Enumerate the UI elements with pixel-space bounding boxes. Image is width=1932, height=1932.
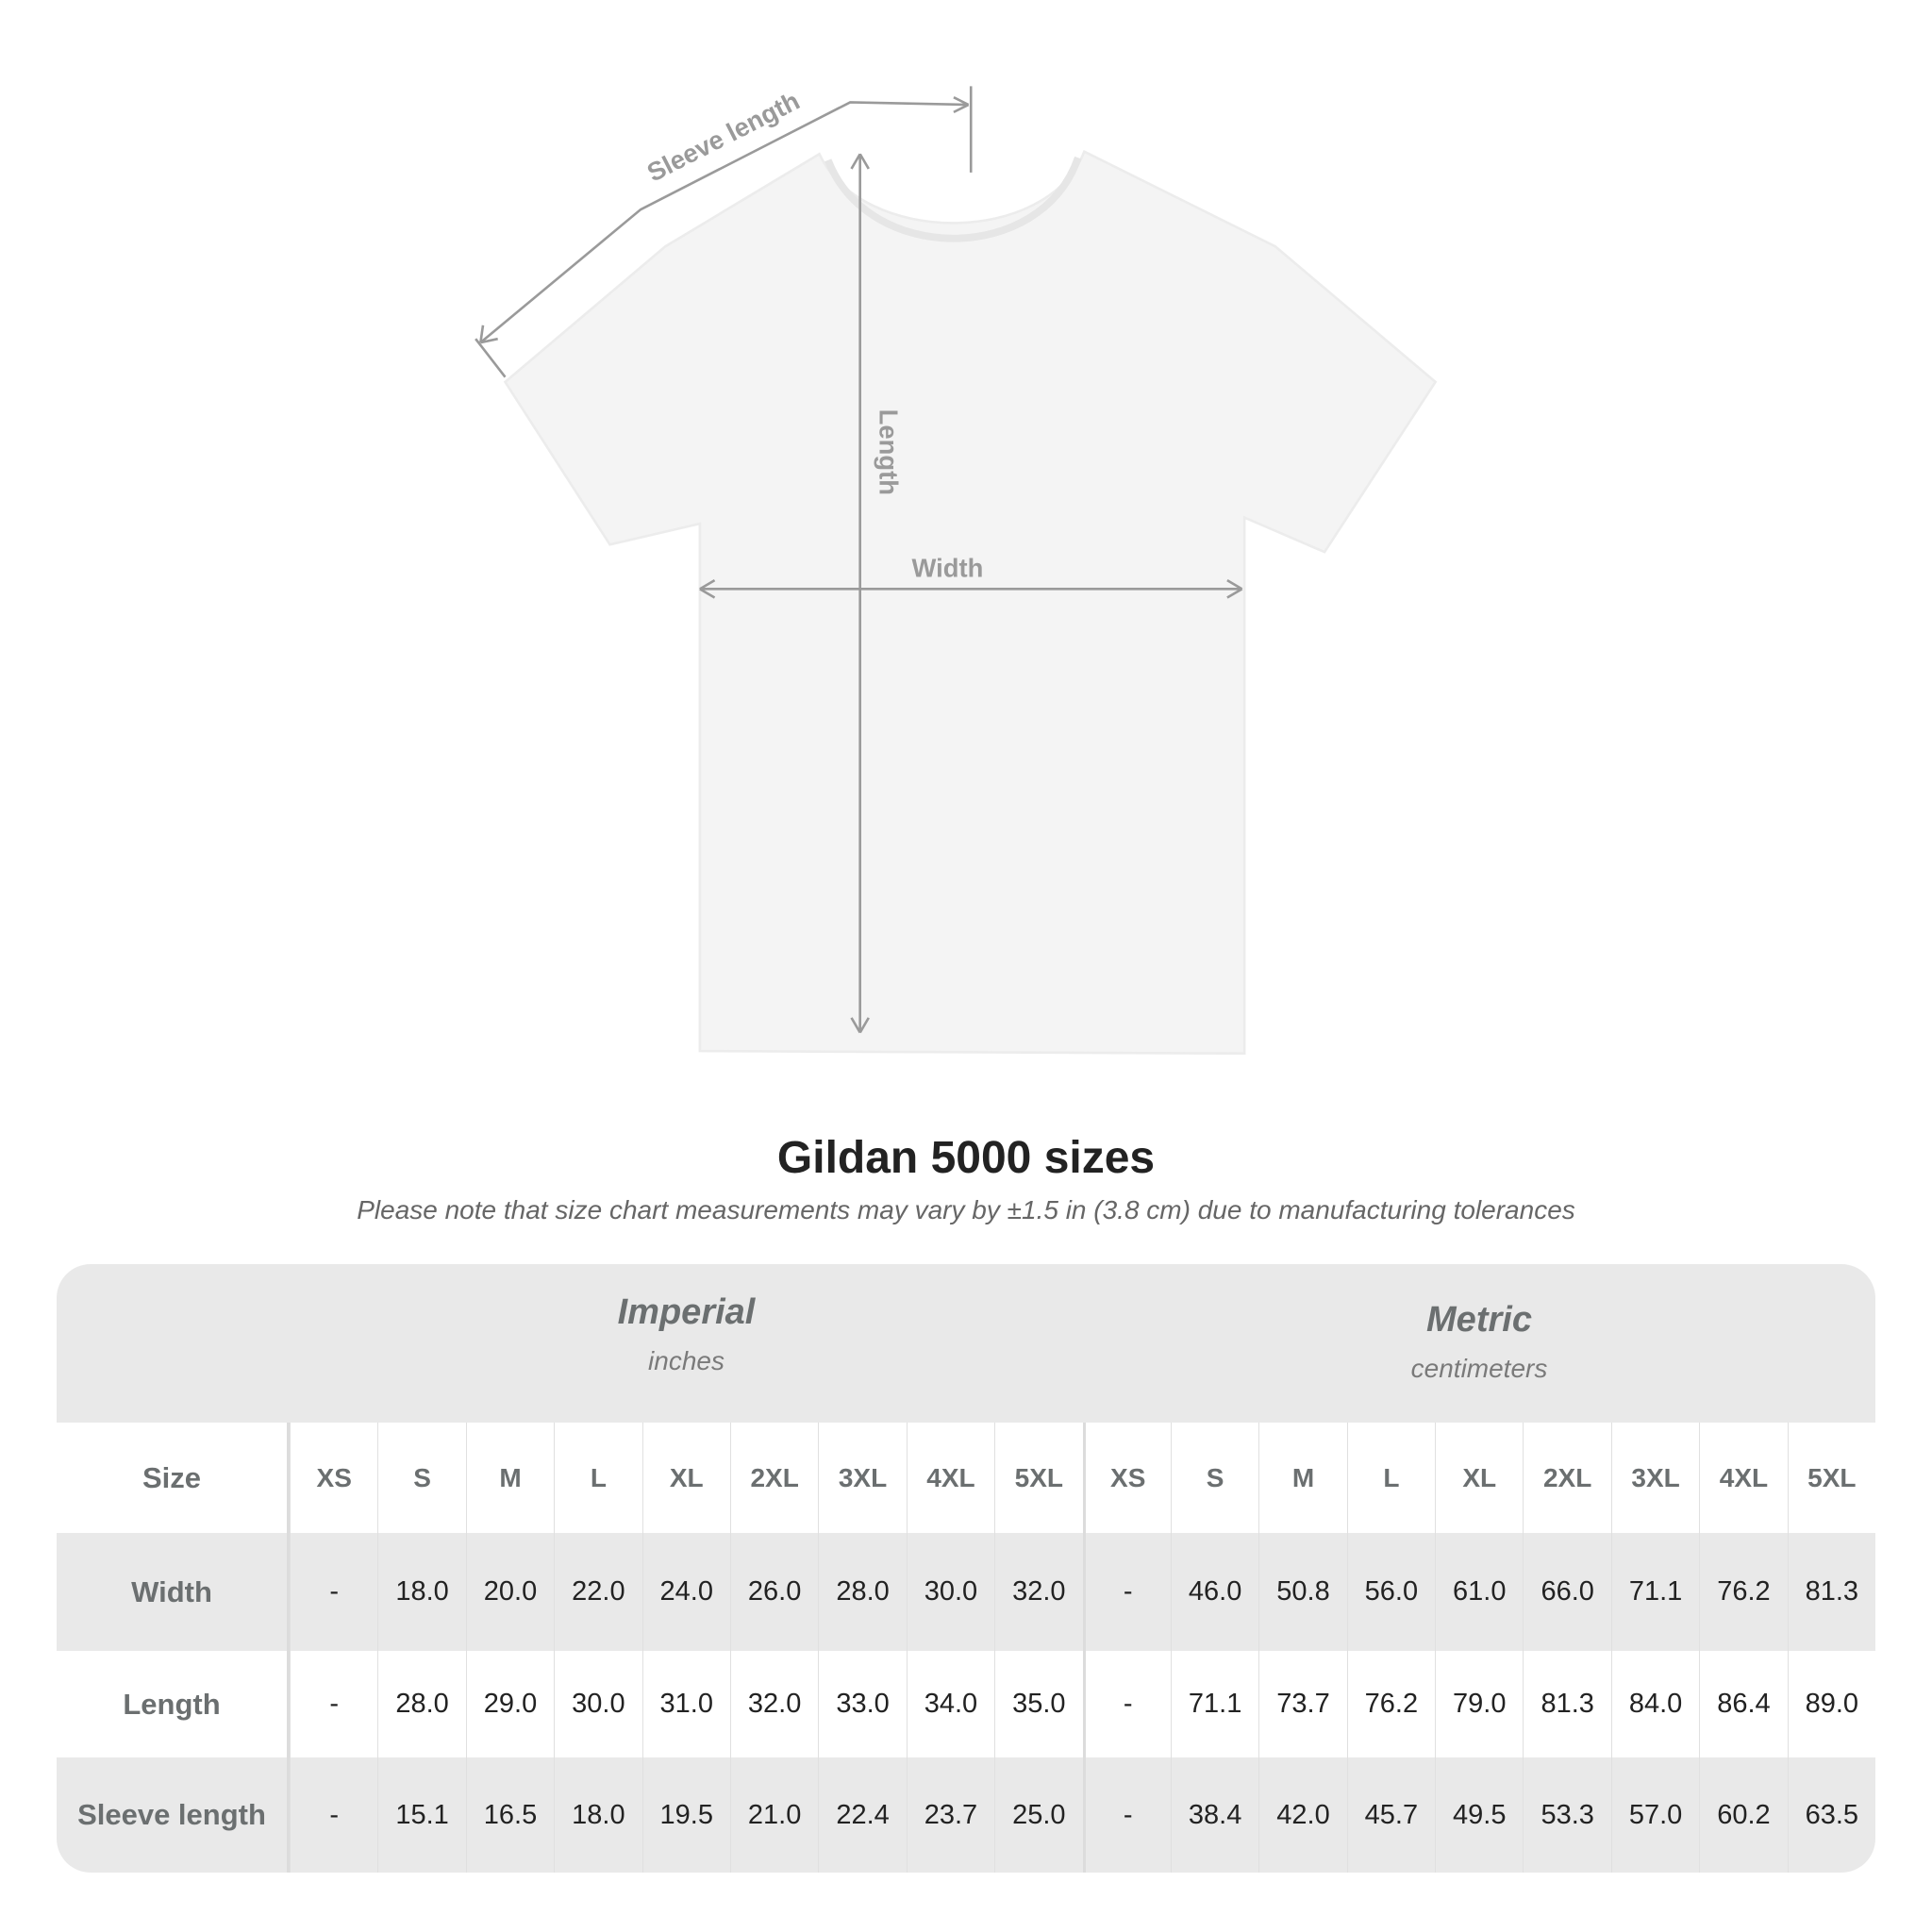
metric-value-cell: 57.0 [1610,1757,1699,1873]
size-header-cell: XL [1435,1423,1523,1533]
sleeve-length-label: Sleeve length [642,86,805,188]
imperial-value-cell: - [290,1757,377,1873]
size-header-cell: 3XL [1610,1423,1699,1533]
metric-value-cell: 81.3 [1787,1533,1875,1651]
metric-value-cell: 61.0 [1435,1533,1523,1651]
imperial-value-cell: 21.0 [729,1757,818,1873]
imperial-header: Imperial inches [290,1292,1083,1376]
metric-value-cell: 53.3 [1523,1757,1610,1873]
table-row: Width -18.0 20.0 22.0 24.0 26.0 28.0 30.0 32.0-4… [57,1533,1875,1651]
imperial-value-cell: 30.0 [554,1651,641,1757]
size-header-cell: XS [1082,1423,1171,1533]
size-header-cell: 5XL [994,1423,1082,1533]
size-header-row: Size XS S M L XL 2XL 3XL 4XL 5XL XS S M L XL 2XL 3XL 4XL 5… [57,1423,1875,1533]
metric-value-cell: 42.0 [1258,1757,1346,1873]
imperial-value-cell: 33.0 [818,1651,906,1757]
size-header-cell: XL [641,1423,730,1533]
size-header-cell: XS [290,1423,377,1533]
imperial-title: Imperial [617,1292,756,1332]
table-row: Length -28.0 29.0 30.0 31.0 32.0 33.0 34.0 35.0-… [57,1651,1875,1757]
imperial-value-cell: 19.5 [641,1757,730,1873]
metric-unit: centimeters [1410,1354,1548,1383]
size-header-cell: 4XL [1699,1423,1787,1533]
sleeve-length-arrow [479,101,969,344]
metric-value-cell: 60.2 [1699,1757,1787,1873]
metric-value-cell: 76.2 [1346,1651,1435,1757]
imperial-value-cell: 32.0 [994,1533,1082,1651]
metric-value-cell: - [1082,1651,1171,1757]
metric-value-cell: 71.1 [1610,1533,1699,1651]
size-header-cell: L [1346,1423,1435,1533]
imperial-value-cell: - [290,1651,377,1757]
imperial-value-cell: 30.0 [906,1533,994,1651]
size-header-cell: M [1258,1423,1346,1533]
table-row: Sleeve length -15.1 16.5 18.0 19.5 21.0 22.4 23… [57,1757,1875,1873]
imperial-value-cell: 28.0 [818,1533,906,1651]
collar [824,156,1082,242]
tshirt-shape [503,149,1438,1056]
imperial-value-cell: 16.5 [465,1757,554,1873]
metric-value-cell: 76.2 [1699,1533,1787,1651]
imperial-value-cell: - [290,1533,377,1651]
imperial-value-cell: 28.0 [377,1651,465,1757]
row-label: Length [57,1651,290,1757]
imperial-value-cell: 25.0 [994,1757,1082,1873]
metric-value-cell: 66.0 [1523,1533,1610,1651]
size-header-cell: L [554,1423,641,1533]
metric-value-cell: 73.7 [1258,1651,1346,1757]
size-header-cell: S [1170,1423,1258,1533]
units-header-band [57,1264,1875,1423]
metric-value-cell: 86.4 [1699,1651,1787,1757]
metric-value-cell: 56.0 [1346,1533,1435,1651]
tolerance-note: Please note that size chart measurements… [357,1195,1575,1224]
imperial-value-cell: 15.1 [377,1757,465,1873]
size-header-cell: S [377,1423,465,1533]
row-label: Width [57,1533,290,1651]
size-chart-table: Imperial inches Metric centimeters Size X… [57,1264,1875,1873]
size-header-cell: 2XL [729,1423,818,1533]
imperial-value-cell: 18.0 [377,1533,465,1651]
metric-value-cell: 38.4 [1170,1757,1258,1873]
size-header-cell: 3XL [818,1423,906,1533]
metric-value-cell: 79.0 [1435,1651,1523,1757]
metric-value-cell: - [1082,1533,1171,1651]
row-label: Sleeve length [57,1757,290,1873]
imperial-value-cell: 29.0 [465,1651,554,1757]
imperial-value-cell: 24.0 [641,1533,730,1651]
imperial-value-cell: 31.0 [641,1651,730,1757]
metric-value-cell: 46.0 [1170,1533,1258,1651]
imperial-value-cell: 18.0 [554,1757,641,1873]
size-header-cell: 4XL [906,1423,994,1533]
metric-value-cell: 84.0 [1610,1651,1699,1757]
sleeve-start-tick [475,338,507,378]
metric-title: Metric [1426,1300,1532,1340]
imperial-value-cell: 26.0 [729,1533,818,1651]
metric-value-cell: 81.3 [1523,1651,1610,1757]
imperial-unit: inches [648,1346,724,1375]
length-label: Length [874,409,904,495]
metric-value-cell: - [1082,1757,1171,1873]
imperial-value-cell: 22.0 [554,1533,641,1651]
metric-value-cell: 45.7 [1346,1757,1435,1873]
imperial-value-cell: 34.0 [906,1651,994,1757]
tshirt-diagram: Sleeve length Length Width [475,86,1438,1056]
imperial-value-cell: 23.7 [906,1757,994,1873]
imperial-value-cell: 35.0 [994,1651,1082,1757]
metric-value-cell: 71.1 [1170,1651,1258,1757]
width-label: Width [912,553,984,582]
metric-value-cell: 89.0 [1787,1651,1875,1757]
metric-value-cell: 50.8 [1258,1533,1346,1651]
metric-value-cell: 49.5 [1435,1757,1523,1873]
imperial-value-cell: 22.4 [818,1757,906,1873]
imperial-value-cell: 20.0 [465,1533,554,1651]
metric-value-cell: 63.5 [1787,1757,1875,1873]
size-header-cell: 2XL [1523,1423,1610,1533]
imperial-value-cell: 32.0 [729,1651,818,1757]
size-header-cell: M [465,1423,554,1533]
size-header-cell: 5XL [1787,1423,1875,1533]
page-title: Gildan 5000 sizes [776,1133,1156,1183]
row-label: Size [57,1423,290,1533]
metric-header: Metric centimeters [1083,1300,1875,1384]
